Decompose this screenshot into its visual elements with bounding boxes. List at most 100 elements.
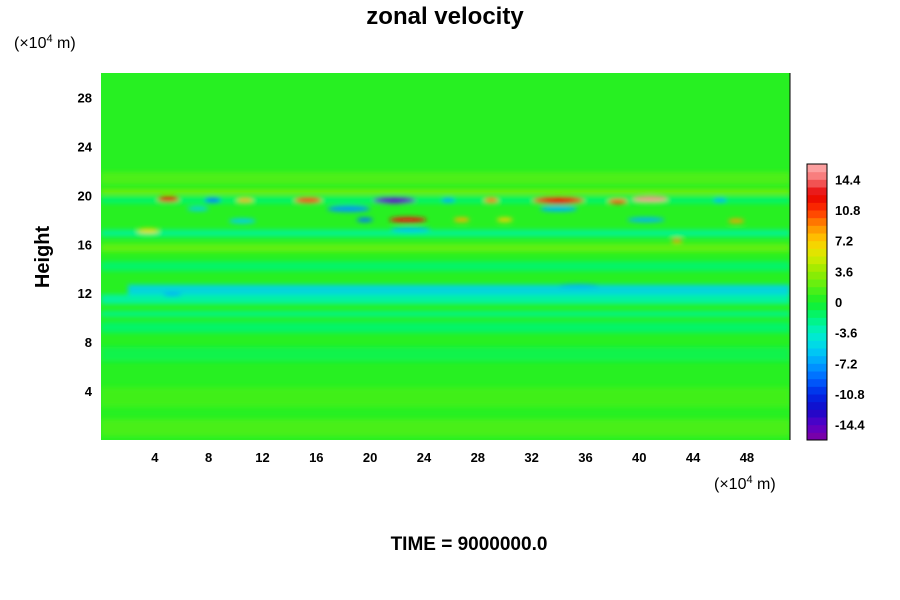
colorbar-swatch (807, 424, 827, 433)
y-axis-unit-suffix: m) (53, 35, 76, 52)
colorbar-tick-label: 3.6 (835, 264, 853, 279)
field-band (101, 243, 790, 253)
x-tick-label: 28 (471, 450, 485, 465)
colorbar-swatch (807, 286, 827, 295)
field-spot (441, 198, 455, 203)
field-spot (713, 198, 727, 203)
colorbar-swatch (807, 279, 827, 288)
y-tick-label: 16 (78, 237, 92, 252)
field-band (101, 347, 790, 362)
x-tick-label: 36 (578, 450, 592, 465)
y-axis-label: Height (32, 226, 54, 289)
field-spot (204, 197, 221, 203)
x-tick-label: 16 (309, 450, 323, 465)
field-band (101, 261, 790, 272)
colorbar-frame (806, 163, 828, 441)
colorbar-tick-label: -10.8 (835, 387, 865, 402)
colorbar-swatch (807, 164, 827, 173)
field-spot (558, 284, 599, 288)
x-axis-unit-prefix: (×10 (714, 476, 747, 493)
colorbar-swatch (807, 179, 827, 188)
field-spot (162, 292, 182, 296)
field-spot (228, 218, 256, 224)
field-spot (388, 217, 427, 223)
y-tick-label: 24 (78, 139, 93, 154)
colorbar-swatch (807, 340, 827, 349)
field-spot (157, 196, 180, 202)
colorbar (806, 163, 828, 441)
colorbar-tick-label: -3.6 (835, 326, 857, 341)
colorbar-swatch (807, 256, 827, 265)
x-tick-label: 44 (686, 450, 701, 465)
x-axis-ticks: 4 8 12 16 20 24 28 32 36 40 44 48 (151, 450, 754, 465)
field-spot (327, 205, 371, 212)
colorbar-swatch (807, 210, 827, 219)
time-label: TIME = 9000000.0 (391, 534, 548, 555)
y-tick-label: 12 (78, 286, 92, 301)
colorbar-ticks: 14.4 10.8 7.2 3.6 0 -3.6 -7.2 -10.8 -14.4 (835, 172, 865, 432)
field-spot (532, 196, 585, 204)
field-spot (671, 238, 683, 243)
field-band (101, 294, 790, 305)
colorbar-swatch (807, 187, 827, 196)
colorbar-tick-label: 14.4 (835, 172, 861, 187)
field-spot (236, 198, 254, 203)
field-spot (496, 217, 513, 222)
field-band (101, 172, 790, 185)
field-spot (187, 206, 209, 211)
x-axis-unit: (×104 m) (714, 474, 776, 493)
plot-background (101, 73, 790, 440)
y-tick-label: 8 (85, 335, 92, 350)
field-spot (484, 197, 498, 203)
colorbar-swatch (807, 371, 827, 380)
colorbar-swatch (807, 363, 827, 372)
plot-area (101, 73, 790, 440)
colorbar-swatch (807, 386, 827, 395)
y-axis-unit: (×104 m) (14, 33, 76, 52)
colorbar-swatch (807, 302, 827, 311)
colorbar-swatch (807, 217, 827, 226)
field-band (101, 189, 790, 194)
field-band (127, 284, 790, 297)
colorbar-swatch (807, 194, 827, 203)
field-band (101, 387, 790, 407)
x-tick-label: 48 (740, 450, 754, 465)
colorbar-swatch (807, 317, 827, 326)
field-spot (539, 206, 578, 212)
colorbar-swatch (807, 263, 827, 272)
x-tick-label: 32 (524, 450, 538, 465)
x-tick-label: 24 (417, 450, 432, 465)
colorbar-swatch (807, 225, 827, 234)
x-axis-unit-suffix: m) (753, 476, 776, 493)
colorbar-tick-label: 7.2 (835, 234, 853, 249)
field-spot (453, 217, 470, 222)
field-spot (728, 218, 745, 224)
y-axis-unit-prefix: (×10 (14, 35, 47, 52)
colorbar-swatch (807, 202, 827, 211)
colorbar-swatch (807, 355, 827, 364)
y-tick-label: 20 (78, 188, 92, 203)
velocity-field (101, 172, 790, 437)
colorbar-swatch (807, 309, 827, 318)
colorbar-swatch (807, 325, 827, 334)
colorbar-swatch (807, 378, 827, 387)
field-band (101, 229, 790, 237)
field-spot (294, 197, 322, 203)
colorbar-swatch (807, 394, 827, 403)
field-band (101, 310, 790, 318)
x-tick-label: 40 (632, 450, 646, 465)
colorbar-swatch (807, 233, 827, 242)
y-tick-label: 4 (85, 384, 93, 399)
field-band (101, 321, 790, 333)
field-spot (390, 227, 431, 233)
field-band (101, 419, 790, 437)
colorbar-swatch (807, 332, 827, 341)
colorbar-tick-label: 10.8 (835, 203, 860, 218)
x-tick-label: 12 (255, 450, 269, 465)
chart-title: zonal velocity (366, 3, 524, 30)
colorbar-swatch (807, 294, 827, 303)
y-axis-ticks: 4 8 12 16 20 24 28 (78, 90, 93, 399)
y-tick-label: 28 (78, 90, 92, 105)
colorbar-swatch (807, 348, 827, 357)
